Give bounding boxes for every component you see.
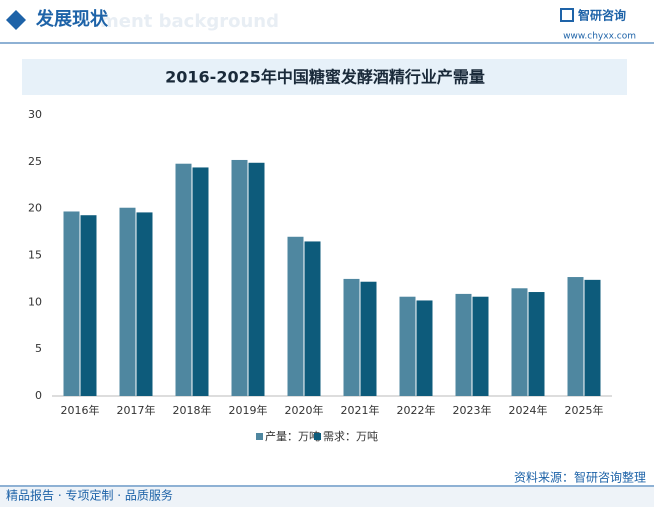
bar bbox=[567, 277, 584, 396]
bar bbox=[511, 288, 528, 396]
x-tick-label: 2020年 bbox=[285, 403, 324, 417]
y-tick-label: 10 bbox=[28, 295, 42, 308]
legend-label: 需求：万吨 bbox=[323, 430, 378, 443]
bar bbox=[528, 292, 545, 396]
bar bbox=[248, 162, 265, 396]
bar bbox=[231, 159, 248, 396]
bar bbox=[287, 236, 304, 396]
header-title: 发展现状 bbox=[35, 8, 109, 30]
logo-text: 智研咨询 bbox=[577, 8, 626, 23]
y-tick-label: 25 bbox=[28, 155, 42, 168]
x-tick-label: 2018年 bbox=[173, 403, 212, 417]
bar bbox=[136, 212, 153, 396]
bar bbox=[119, 207, 136, 396]
y-tick-label: 0 bbox=[35, 389, 42, 402]
x-tick-label: 2022年 bbox=[397, 403, 436, 417]
bar bbox=[192, 167, 209, 396]
legend-label: 产量：万吨 bbox=[265, 429, 320, 443]
x-tick-label: 2016年 bbox=[61, 403, 100, 417]
footer-band bbox=[0, 487, 654, 507]
header-watermark: ment background bbox=[100, 11, 279, 32]
legend-swatch bbox=[314, 433, 321, 440]
x-tick-label: 2024年 bbox=[509, 403, 548, 417]
bar bbox=[584, 279, 601, 396]
source: 资料来源：智研咨询整理 bbox=[514, 470, 646, 485]
x-tick-label: 2023年 bbox=[453, 403, 492, 417]
x-tick-label: 2017年 bbox=[117, 403, 156, 417]
header-icon bbox=[6, 10, 26, 30]
x-tick-label: 2025年 bbox=[565, 403, 604, 417]
bar bbox=[63, 211, 80, 396]
bar bbox=[455, 293, 472, 396]
slogan: 精品报告 · 专项定制 · 品质服务 bbox=[6, 488, 173, 503]
y-tick-label: 5 bbox=[35, 342, 42, 355]
logo-url: www.chyxx.com bbox=[563, 32, 636, 42]
bar bbox=[472, 296, 489, 396]
bar bbox=[343, 278, 360, 396]
bar bbox=[175, 163, 192, 396]
title-band bbox=[22, 59, 627, 95]
y-tick-label: 20 bbox=[28, 202, 42, 215]
bar bbox=[416, 300, 433, 396]
x-tick-label: 2019年 bbox=[229, 403, 268, 417]
chart-title: 2016-2025年中国糖蜜发酵酒精行业产需量 bbox=[165, 68, 485, 87]
y-tick-label: 30 bbox=[28, 108, 42, 121]
x-tick-label: 2021年 bbox=[341, 403, 380, 417]
logo-icon bbox=[560, 8, 574, 22]
y-tick-label: 15 bbox=[28, 249, 42, 262]
bar bbox=[80, 215, 97, 396]
bar bbox=[399, 296, 416, 396]
bar bbox=[360, 281, 377, 396]
legend-swatch bbox=[256, 433, 263, 440]
bar bbox=[304, 241, 321, 396]
